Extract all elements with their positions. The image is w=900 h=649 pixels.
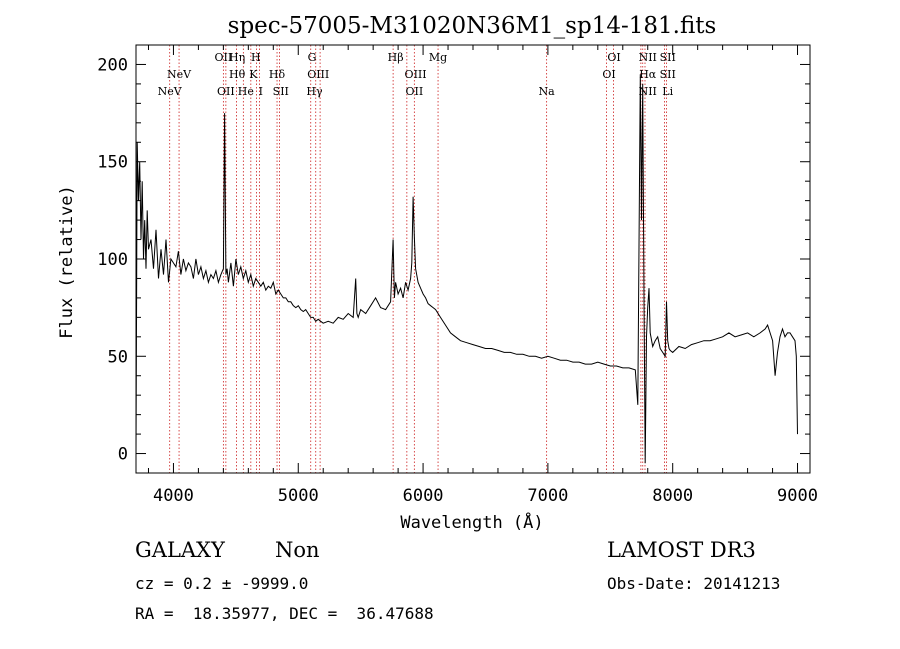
- spectral-line-label: K: [249, 68, 258, 81]
- y-tick-label: 100: [97, 250, 128, 270]
- spectral-line-label: Hδ: [269, 68, 286, 81]
- spectral-line-label: He: [238, 85, 254, 98]
- spectral-line-label: Hβ: [388, 51, 404, 64]
- x-tick-label: 8000: [652, 486, 693, 506]
- spectral-line-label: NII: [639, 85, 657, 98]
- spectral-line-label: Na: [539, 85, 556, 98]
- spectral-line-label: Hη: [229, 51, 245, 64]
- spectral-line-label: Hγ: [306, 85, 323, 98]
- plot-frame: [135, 44, 811, 474]
- x-tick-label: 7000: [527, 486, 568, 506]
- spectral-line-label: NII: [639, 51, 657, 64]
- spectral-line-label: OIII: [405, 68, 427, 81]
- x-tick-label: 4000: [153, 486, 194, 506]
- x-axis-ticks: 4000 5000 6000 7000 8000 9000: [147, 45, 818, 506]
- redshift-info: cz = 0.2 ± -9999.0: [135, 574, 309, 593]
- object-type: GALAXY: [135, 538, 225, 562]
- spectral-line-label: Hα: [639, 68, 657, 81]
- coordinates: RA = 18.35977, DEC = 36.47688: [135, 604, 434, 623]
- spectral-line-labels: NeVNeVOIIOIIHηHθHeHKIHδSIIGOIIIHγHβOIIIO…: [158, 51, 676, 98]
- survey-name: LAMOST DR3: [607, 538, 756, 562]
- spectral-line-label: OII: [217, 85, 235, 98]
- spectral-line-label: NeV: [158, 85, 183, 98]
- observation-date: Obs-Date: 20141213: [607, 574, 781, 593]
- object-subclass: Non: [275, 538, 320, 562]
- spectral-line-label: SII: [660, 51, 676, 64]
- chart-title: spec-57005-M31020N36M1_sp14-181.fits: [228, 13, 717, 39]
- spectral-line-label: OII: [215, 51, 233, 64]
- spectral-line-markers: [169, 45, 667, 473]
- y-axis-label: Flux (relative): [57, 185, 77, 339]
- spectral-line-label: H: [251, 51, 261, 64]
- y-tick-label: 0: [118, 445, 128, 465]
- x-tick-label: 5000: [278, 486, 319, 506]
- x-tick-label: 6000: [403, 486, 444, 506]
- spectral-line-label: OI: [607, 51, 620, 64]
- spectral-line-label: Li: [662, 85, 673, 98]
- spectrum-line: [135, 74, 798, 464]
- y-tick-label: 50: [108, 347, 128, 367]
- y-tick-label: 150: [97, 153, 128, 173]
- spectral-line-label: NeV: [167, 68, 192, 81]
- spectral-line-label: OII: [405, 85, 423, 98]
- spectral-line-label: OI: [602, 68, 615, 81]
- spectral-line-label: Hθ: [229, 68, 246, 81]
- x-tick-label: 9000: [777, 486, 818, 506]
- y-axis-ticks: 0 50 100 150 200: [97, 55, 810, 465]
- spectral-line-label: OIII: [307, 68, 329, 81]
- x-axis-label: Wavelength (Å): [400, 511, 543, 533]
- spectral-line-label: Mg: [429, 51, 447, 64]
- spectral-line-label: G: [308, 51, 317, 64]
- spectral-line-label: SII: [660, 68, 676, 81]
- y-tick-label: 200: [97, 55, 128, 75]
- spectral-line-label: I: [259, 85, 263, 98]
- spectral-line-label: SII: [273, 85, 289, 98]
